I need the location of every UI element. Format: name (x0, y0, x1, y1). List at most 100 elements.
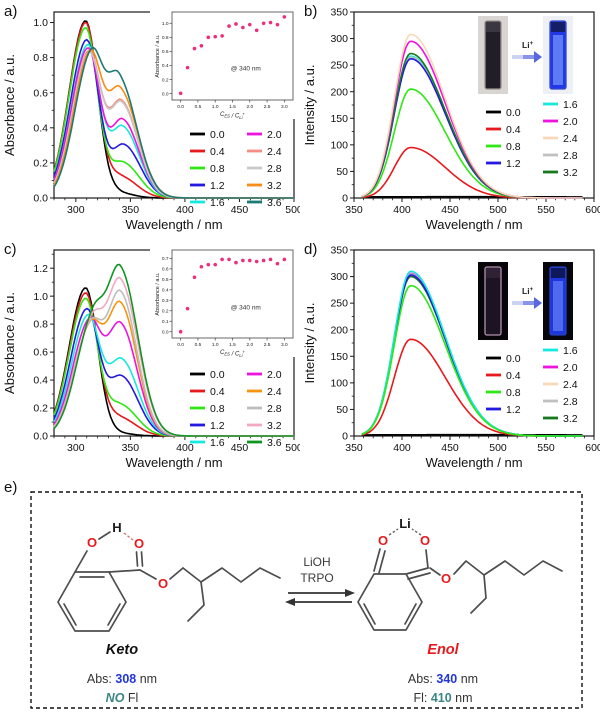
inset-x-tick-label: 1.5 (229, 342, 236, 348)
inset-data-point (282, 257, 287, 262)
inset-x-tick-label: 2.0 (246, 104, 253, 110)
legend-label-0.0: 0.0 (210, 369, 225, 381)
y-tick-label: 150 (330, 351, 348, 363)
panel-b-letter: b) (304, 3, 318, 20)
y-tick-label: 1.0 (33, 291, 48, 303)
y-tick-label: 350 (330, 245, 348, 257)
enol-ring (357, 573, 423, 631)
inset-data-point (220, 34, 224, 38)
li-arrow (512, 55, 523, 59)
x-axis-title: Wavelength / nm (425, 217, 522, 232)
legend-label-1.2: 1.2 (210, 180, 225, 192)
legend-label-1.6: 1.6 (210, 197, 225, 209)
legend-label-0.8: 0.8 (210, 163, 225, 175)
li-plus-label: Li+ (522, 286, 534, 296)
li-arrow-head (534, 297, 542, 309)
cuvette-body-left (484, 266, 502, 336)
legend-label-0.0: 0.0 (506, 107, 521, 119)
series-line-3.6 (53, 46, 294, 199)
y-tick-label: 250 (330, 60, 348, 72)
panel-e: e) O H O O (0, 476, 600, 714)
inset-data-point (199, 43, 204, 48)
inset-data-point (178, 329, 183, 334)
x-axis-title: Wavelength / nm (425, 455, 522, 470)
inset-annotation: @ 340 nm (231, 65, 261, 72)
legend-label-2.8: 2.8 (267, 403, 282, 415)
inset-x-tick-label: 0.0 (177, 342, 184, 348)
panel-e-letter: e) (4, 479, 18, 496)
li-arrow-head (534, 51, 542, 63)
panel-a-plot: 300 350 400 450 500 0.0 0.2 0.4 0.6 0.8 1.0 Wavelen… (2, 9, 300, 232)
x-tick-label: 550 (537, 442, 555, 454)
hydrogen-bond-dash (123, 532, 134, 541)
inset-y-tick-label: 0.3 (162, 298, 169, 304)
inset-y-tick-label: 0.4 (162, 63, 169, 69)
inset-data-point (254, 28, 259, 33)
keto-structure: O H O O (57, 520, 281, 632)
cuvette-glow-right (553, 35, 563, 85)
panel-a: a) 300 350 400 450 500 0.0 0.2 0.4 0.6 0.8 1.0 Wave… (0, 0, 300, 238)
enol-abs-text: Abs: 340 nm (408, 672, 478, 686)
x-tick-label: 350 (345, 204, 363, 216)
legend-label-1.6: 1.6 (563, 99, 578, 111)
y-tick-label: 100 (330, 139, 348, 151)
inset-y-tick-label: 0.0 (162, 91, 169, 97)
inset-x-tick-label: 2.5 (264, 342, 271, 348)
y-tick-label: 1.0 (33, 17, 48, 29)
y-tick-label: 0.0 (33, 431, 48, 443)
y-tick-label: 0.2 (33, 403, 48, 415)
enol-oxygen-left: O (378, 533, 388, 548)
enol-lithium: Li (399, 516, 411, 531)
y-tick-label: 0.6 (33, 347, 48, 359)
inset-data-point (199, 264, 204, 269)
y-tick-label: 350 (330, 7, 348, 19)
cuvette-cap-right (551, 22, 565, 32)
inset-data-point (275, 261, 280, 266)
panel-b-plot: 350 400 450 500 550 600 0 50 100 150 200 250 300 350 W… (302, 7, 600, 232)
inset-x-axis-title: CES / CLi+ (220, 112, 246, 121)
legend-label-1.6: 1.6 (210, 437, 225, 449)
inset-axes-box (171, 249, 294, 339)
inset-x-tick-label: 0.5 (195, 104, 202, 110)
y-tick-label: 300 (330, 33, 348, 45)
inset-y-tick-label: 0.2 (162, 308, 169, 314)
inset-y-tick-label: 0.6 (162, 49, 169, 55)
keto-abs-text: Abs: 308 nm (87, 672, 157, 686)
scheme-border (30, 491, 583, 709)
x-tick-label: 500 (285, 442, 300, 454)
cuvette-cap-left (486, 22, 500, 32)
legend-label-0.8: 0.8 (506, 141, 521, 153)
panel-c: c) 300 350 400 450 500 0.0 0.2 0.4 0.6 0.8 1.0 1.2 W… (0, 238, 300, 476)
inset-data-point (192, 46, 197, 51)
inset-data-point (227, 24, 231, 28)
reaction-conditions: LiOH TRPO (285, 555, 355, 606)
y-tick-label: 0.0 (33, 193, 48, 205)
legend-label-2.8: 2.8 (563, 150, 578, 162)
lithium-bond-right-dash (411, 528, 422, 536)
cuvette-body-left (484, 20, 502, 90)
condition-trpo: TRPO (300, 571, 333, 585)
keto-carbonyl-oxygen: O (134, 536, 144, 551)
keto-phenol-oxygen: O (87, 535, 97, 550)
legend-label-1.2: 1.2 (506, 158, 521, 170)
inset-data-point (227, 257, 231, 262)
inset-x-axis-title: CES / CLi+ (220, 350, 246, 359)
panel-d-letter: d) (304, 241, 318, 258)
inset-y-tick-label: 0.4 (162, 288, 169, 294)
enol-label: Enol (427, 642, 459, 658)
x-tick-label: 400 (176, 442, 194, 454)
y-axis-title: Absorbance / a.u. (2, 54, 17, 156)
keto-label: Keto (106, 642, 138, 658)
legend-label-0.4: 0.4 (506, 124, 521, 136)
inset-data-point (261, 21, 266, 26)
y-tick-label: 0 (342, 431, 348, 443)
legend-label-2.0: 2.0 (267, 129, 282, 141)
inset-y-tick-label: 0.1 (162, 319, 169, 325)
legend-label-2.8: 2.8 (563, 396, 578, 408)
x-tick-label: 400 (393, 204, 411, 216)
enol-fl-text: Fl: 410 nm (413, 691, 472, 705)
inset-data-point (234, 260, 238, 265)
li-plus-label: Li+ (522, 40, 534, 50)
y-tick-label: 0 (342, 193, 348, 205)
